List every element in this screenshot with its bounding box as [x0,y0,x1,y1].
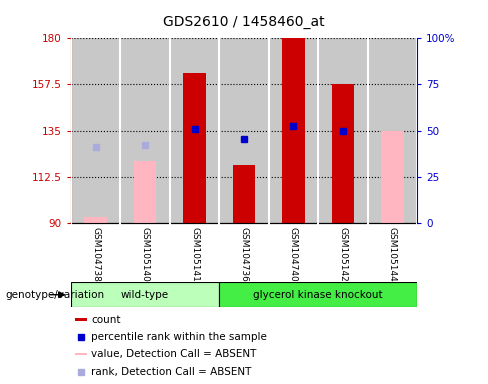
Text: percentile rank within the sample: percentile rank within the sample [91,332,267,342]
Text: GSM104738: GSM104738 [91,227,100,282]
Bar [71,282,219,307]
Text: genotype/variation: genotype/variation [5,290,104,300]
Bar [283,38,305,223]
Bar [75,318,87,321]
Text: GSM104740: GSM104740 [289,227,298,282]
Text: rank, Detection Call = ABSENT: rank, Detection Call = ABSENT [91,366,252,377]
Text: GSM105141: GSM105141 [190,227,199,282]
Bar [219,282,417,307]
Text: wild-type: wild-type [121,290,169,300]
Text: count: count [91,314,121,325]
Bar [332,84,354,223]
Text: GSM105140: GSM105140 [141,227,149,282]
Bar [134,161,156,223]
Text: GSM105144: GSM105144 [388,227,397,282]
Bar [84,217,107,223]
Bar [381,131,404,223]
Bar [183,73,205,223]
Bar [233,166,255,223]
Text: value, Detection Call = ABSENT: value, Detection Call = ABSENT [91,349,257,359]
Bar [75,353,87,356]
Text: glycerol kinase knockout: glycerol kinase knockout [253,290,383,300]
Text: GDS2610 / 1458460_at: GDS2610 / 1458460_at [163,15,325,29]
Text: GSM105142: GSM105142 [339,227,347,282]
Text: GSM104736: GSM104736 [240,227,248,282]
